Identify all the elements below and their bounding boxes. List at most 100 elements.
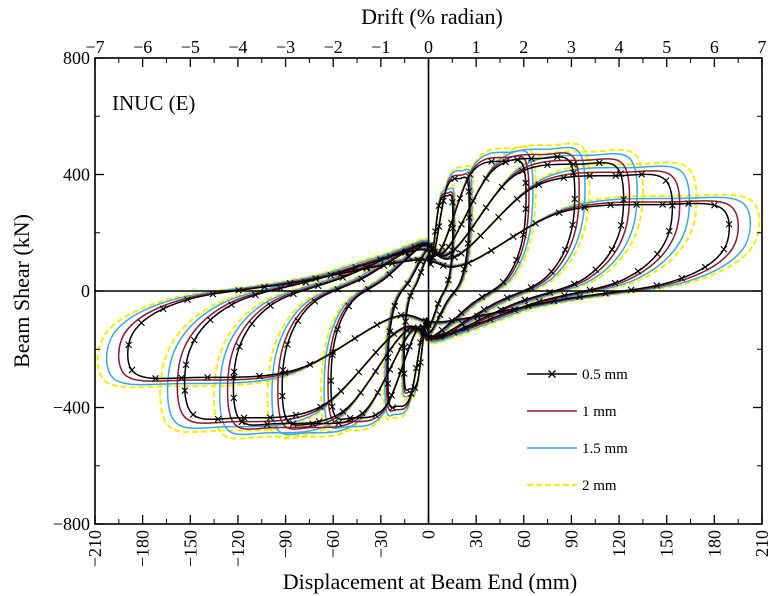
x-marker [286, 279, 294, 287]
x-marker [337, 270, 345, 277]
x-marker [678, 274, 686, 282]
x-marker [725, 220, 733, 228]
x-marker [206, 316, 214, 324]
x-marker [329, 348, 337, 356]
x-marker [436, 311, 444, 319]
x-marker [138, 319, 145, 327]
x2-tick-label: 3 [567, 37, 576, 57]
x-marker [411, 243, 419, 251]
x-tick-labels: −210 −180 −150 −120 −90 −60 −30 0 30 60 90 120 150 18… [85, 530, 772, 567]
x-marker [548, 268, 555, 276]
x2-tick-label: −3 [276, 37, 295, 57]
x-marker [391, 302, 399, 310]
x-marker [488, 158, 495, 165]
x-marker [720, 245, 728, 253]
x-marker [555, 209, 563, 217]
x-marker [550, 297, 558, 305]
x-marker [373, 321, 381, 329]
x-marker [456, 195, 464, 202]
x-marker [467, 225, 475, 233]
x-tick-label: 180 [704, 530, 724, 557]
x-marker [480, 306, 488, 313]
x2-tick-label: −7 [85, 37, 104, 57]
x-marker [561, 291, 568, 299]
x-marker [228, 301, 235, 309]
x-marker [230, 368, 238, 376]
x-marker [634, 267, 642, 275]
x-marker [372, 367, 379, 375]
x-marker [292, 411, 300, 419]
x-marker [267, 302, 274, 310]
legend-label: 2 mm [582, 478, 617, 494]
x-marker [576, 293, 584, 301]
x-marker [357, 389, 365, 397]
x-tick-label: −90 [276, 530, 296, 558]
x-marker [306, 361, 314, 368]
x-marker [374, 389, 382, 396]
x2-tick-labels: −7 −6 −5 −4 −3 −2 −1 0 1 2 3 4 5 6 7 [85, 37, 766, 57]
x-marker [125, 341, 133, 349]
x-marker [345, 302, 353, 310]
x-marker [363, 264, 371, 272]
x-marker [451, 175, 459, 183]
x2-tick-label: −5 [181, 37, 200, 57]
x2-tick-label: 1 [472, 37, 481, 57]
x-marker [414, 256, 422, 264]
y-tick-labels: 800 400 0 −400 −800 [53, 48, 90, 534]
x-marker [465, 188, 473, 195]
x-marker [386, 271, 394, 279]
x-marker [482, 175, 490, 182]
x-marker [230, 373, 237, 381]
x-marker [595, 159, 603, 167]
x-marker [553, 153, 561, 161]
x-marker [398, 342, 405, 350]
x-marker [189, 411, 197, 419]
zero-reference-lines [95, 58, 762, 524]
x-marker [570, 169, 577, 177]
x-tick-label: 120 [609, 530, 629, 557]
x-marker [434, 300, 442, 308]
x-marker [685, 200, 692, 208]
x-marker [190, 336, 198, 344]
x2-tick-label: 5 [662, 37, 671, 57]
x-marker [445, 243, 453, 251]
panel-label: INUC (E) [112, 91, 195, 115]
x-marker [458, 320, 466, 327]
x-marker [525, 302, 532, 310]
x-marker [653, 282, 661, 289]
y-tick-label: −400 [53, 398, 90, 418]
x2-tick-label: 7 [758, 37, 767, 57]
x-marker [440, 197, 447, 205]
x-marker [477, 232, 484, 240]
series-0_5-mm [125, 153, 733, 428]
x-marker [289, 420, 297, 427]
x-marker [334, 326, 342, 333]
x-marker [608, 246, 616, 253]
x-marker [315, 418, 323, 425]
legend-label: 1 mm [582, 404, 617, 420]
x-marker [522, 205, 530, 213]
x-marker [388, 260, 396, 267]
x-marker [266, 414, 274, 422]
x-marker [487, 247, 495, 254]
x2-tick-label: 6 [710, 37, 719, 57]
x-marker [581, 203, 589, 211]
x-marker [406, 342, 413, 350]
x-marker [458, 220, 465, 228]
x-marker [444, 276, 452, 284]
x-tick-label: 60 [514, 530, 534, 548]
x-marker [457, 309, 465, 317]
x-marker [386, 328, 394, 335]
x-marker [152, 375, 159, 382]
x-marker [451, 245, 459, 253]
x-marker [462, 324, 470, 332]
x-marker [633, 201, 640, 208]
x-marker [503, 294, 511, 302]
x-tick-label: 210 [752, 530, 772, 557]
x-marker [607, 201, 614, 209]
x-marker [522, 179, 530, 187]
x-marker [312, 275, 320, 283]
x-marker [204, 374, 211, 381]
x-marker [317, 403, 324, 411]
x-marker [397, 311, 405, 319]
